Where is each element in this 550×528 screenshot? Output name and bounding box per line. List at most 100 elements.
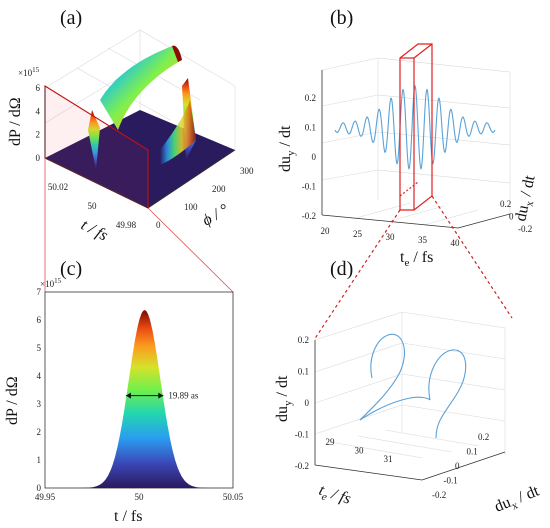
panel-c-pulse-area — [45, 310, 233, 488]
panel-a-zticks: 0 2 4 6 — [36, 83, 41, 163]
panel-d-y-tick: 0.1 — [467, 447, 478, 457]
panel-a-left-fin — [88, 110, 100, 170]
panel-b-y-tick: 0.2 — [500, 199, 511, 209]
panel-a-t-axis — [44, 157, 149, 209]
panel-d-xticks: 29 30 31 — [326, 437, 393, 464]
panel-d-y-tick: -0.1 — [444, 476, 458, 486]
panel-d-zticks: 0.2 0.1 0 -0.1 -0.2 — [295, 335, 310, 471]
panel-d-helix-connector — [359, 396, 431, 421]
panel-a-zscale: ×1015 — [18, 66, 40, 78]
panel-a-tticks: 50.02 50 49.98 — [48, 182, 137, 230]
panel-c-label: (c) — [60, 258, 82, 280]
panel-c-fwhm-arrow — [125, 392, 164, 399]
panel-c-ylabel: dP / dΩ — [4, 376, 21, 425]
panel-d-z-tick: 0 — [305, 398, 310, 408]
panel-d-y-axis — [421, 451, 506, 481]
panel-b-x-tick: 40 — [451, 238, 461, 248]
panel-b-x-axis — [321, 214, 459, 229]
panel-b-y-tick: 0 — [509, 212, 514, 222]
panel-c-xticks: 49.95 50 50.05 — [35, 492, 244, 502]
panel-a-zlabel: dP / dΩ — [7, 97, 24, 146]
panel-a-tlabel: t / fs — [78, 217, 110, 245]
panel-c-y-tick: 1 — [37, 455, 42, 465]
panel-b-z-tick: 0.1 — [305, 123, 316, 133]
panel-b-yticks: 0.2 0 -0.2 — [500, 199, 532, 234]
panel-b-ylabel: dux / dt — [512, 173, 541, 223]
panel-d-z-tick: -0.1 — [295, 430, 309, 440]
panel-b-z-tick: 0 — [312, 152, 317, 162]
panel-c-y-tick: 4 — [37, 371, 42, 381]
panel-b: (b) 0.2 0.1 0 -0.1 -0.2 20 25 30 35 — [277, 7, 541, 269]
panel-a-philabel: ϕ / ° — [200, 201, 233, 230]
panel-a-z-tick: 0 — [36, 153, 41, 163]
panel-b-z-tick: -0.1 — [302, 182, 316, 192]
panel-c: (c) 0 1 2 3 4 5 6 7 49.95 50 50.05 ×1015 19.89 as… — [4, 258, 244, 525]
panel-a-phi-tick: 300 — [240, 166, 254, 176]
panel-d-x-tick: 31 — [384, 454, 393, 464]
panel-b-x-tick: 30 — [386, 232, 396, 242]
panel-c-y-tick: 2 — [37, 427, 42, 437]
panel-b-xlabel: te / fs — [400, 249, 433, 269]
panel-d-y-tick: 0.2 — [478, 432, 489, 442]
panel-d-y-tick: -0.2 — [432, 490, 446, 500]
panel-d-x-tick: 30 — [355, 446, 365, 456]
panel-b-signal-line — [334, 84, 496, 170]
panel-d-z-tick: 0.2 — [298, 335, 309, 345]
fwhm-arrowhead — [158, 392, 164, 399]
panel-c-y-tick: 6 — [37, 315, 42, 325]
panel-d-xlabel: te / fs — [316, 482, 353, 511]
panel-d-y-tick: 0 — [455, 461, 460, 471]
panel-c-yscale: ×1015 — [40, 277, 62, 289]
panel-a-z-tick: 2 — [36, 130, 41, 140]
panel-c-x-tick: 49.95 — [35, 492, 56, 502]
fwhm-arrowhead — [125, 392, 131, 399]
panel-a-z-tick: 4 — [36, 106, 41, 116]
panel-a-lower-ridge — [160, 100, 196, 165]
panel-b-z-tick: 0.2 — [305, 93, 316, 103]
panel-a-label: (a) — [60, 7, 82, 29]
panel-d-z-tick: -0.2 — [295, 461, 309, 471]
panel-b-selection-box — [399, 43, 433, 211]
panel-b-xticks: 20 25 30 35 40 — [321, 226, 461, 248]
panel-d-helix-loop-1 — [359, 333, 405, 421]
panel-d-z-tick: 0.1 — [298, 367, 309, 377]
panel-a-t-tick: 50 — [88, 201, 98, 211]
panel-b-y-tick: -0.2 — [518, 224, 532, 234]
panel-b-x-tick: 20 — [321, 226, 331, 236]
panel-c-y-tick: 3 — [37, 399, 42, 409]
panel-b-x-tick: 35 — [418, 235, 428, 245]
panel-d-label: (d) — [330, 258, 353, 280]
panel-b-grid — [321, 57, 511, 229]
panel-c-x-tick: 50.05 — [223, 492, 244, 502]
panel-b-zlabel: duy / dt — [277, 125, 297, 172]
link-a-c-right — [147, 207, 234, 293]
panel-d-ylabel: dux / dt — [492, 482, 543, 518]
panel-b-label: (b) — [330, 7, 353, 29]
panel-c-y-tick: 7 — [37, 287, 42, 297]
panel-a-phi-tick: 200 — [212, 184, 226, 194]
link-b-d-right — [431, 195, 513, 319]
panel-b-y-axis — [457, 213, 511, 229]
panel-a-phi-tick: 100 — [184, 202, 198, 212]
panel-b-x-tick: 25 — [353, 229, 363, 239]
panel-c-x-tick: 50 — [135, 492, 145, 502]
panel-c-fwhm-label: 19.89 as — [168, 391, 198, 401]
panel-c-xlabel: t / fs — [114, 508, 142, 525]
panel-d-helix-loop-2 — [428, 349, 467, 439]
link-b-d-left — [313, 209, 401, 341]
panel-a-phiticks: 0 100 200 300 — [156, 166, 254, 230]
panel-c-y-tick: 5 — [37, 343, 42, 353]
panel-a-phi-tick: 0 — [156, 220, 161, 230]
panel-d-x-axis — [314, 464, 423, 481]
panel-a-t-tick: 50.02 — [48, 182, 68, 192]
panel-a-ridge-top — [172, 45, 182, 62]
panel-d-x-tick: 29 — [326, 437, 336, 447]
panel-d-yticks: 0.20.1 0 -0.1 -0.2 — [432, 432, 489, 500]
panel-a-z-tick: 6 — [36, 83, 41, 93]
panel-a-t-tick: 49.98 — [116, 220, 137, 230]
panel-b-zticks: 0.2 0.1 0 -0.1 -0.2 — [302, 93, 317, 221]
panel-c-y-tick: 0 — [37, 483, 42, 493]
panel-c-yticks: 0 1 2 3 4 5 6 7 — [37, 287, 42, 493]
